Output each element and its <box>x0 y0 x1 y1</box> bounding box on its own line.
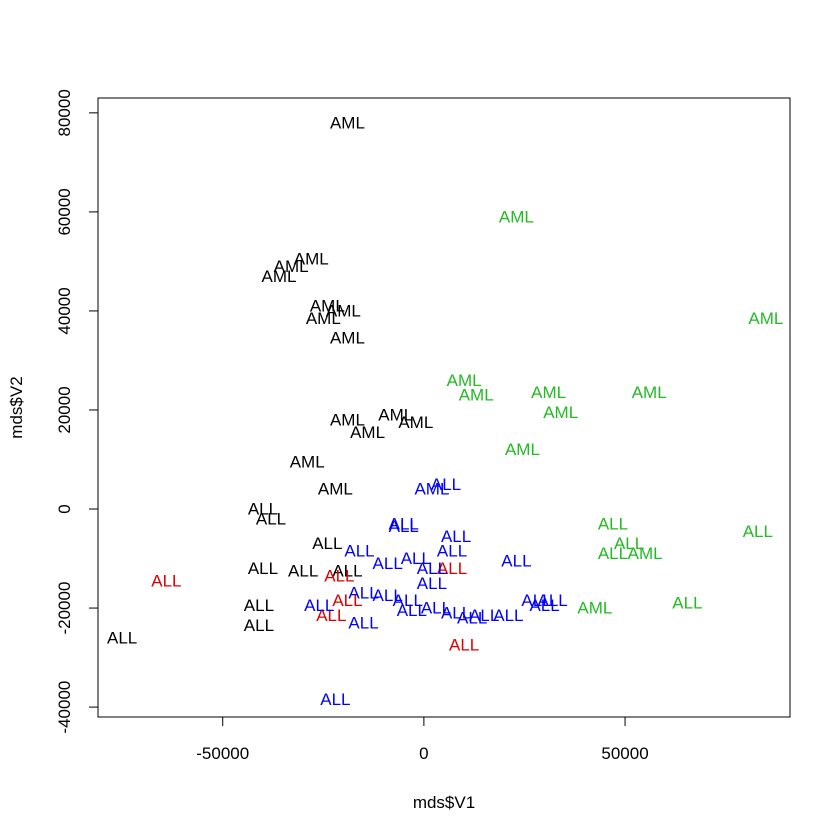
point-label-black: AML <box>330 329 365 348</box>
point-label-blue: AML <box>414 480 449 499</box>
point-label-black: ALL <box>312 534 342 553</box>
point-label-green: AML <box>447 371 482 390</box>
point-label-blue: ALL <box>457 608 487 627</box>
point-label-green: AML <box>543 403 578 422</box>
y-tick-label: -40000 <box>55 681 74 734</box>
point-label-black: AML <box>274 257 309 276</box>
point-label-blue: ALL <box>529 596 559 615</box>
x-tick-label: 50000 <box>601 744 648 763</box>
y-axis-title: mds$V2 <box>7 376 26 438</box>
point-label-blue: ALL <box>373 586 403 605</box>
point-label-green: AML <box>632 383 667 402</box>
point-label-black: ALL <box>244 616 274 635</box>
point-label-green: AML <box>459 386 494 405</box>
point-label-black: AML <box>330 113 365 132</box>
y-tick-label: 20000 <box>55 386 74 433</box>
point-label-green: AML <box>499 207 534 226</box>
point-label-blue: ALL <box>397 601 427 620</box>
point-label-blue: ALL <box>493 606 523 625</box>
point-label-blue: ALL <box>389 514 419 533</box>
point-label-black: AML <box>318 480 353 499</box>
point-label-red: ALL <box>316 606 346 625</box>
point-label-black: ALL <box>248 500 278 519</box>
point-label-black: AML <box>350 423 385 442</box>
point-label-blue: ALL <box>431 475 461 494</box>
x-tick-label: 0 <box>419 744 428 763</box>
point-label-black: ALL <box>288 561 318 580</box>
y-tick-label: 40000 <box>55 287 74 334</box>
point-label-blue: ALL <box>421 599 451 618</box>
point-label-black: AML <box>326 301 361 320</box>
point-label-black: AML <box>262 267 297 286</box>
point-label-black: AML <box>310 296 345 315</box>
point-label-blue: ALL <box>393 591 423 610</box>
point-label-blue: ALL <box>437 542 467 561</box>
point-label-black: AML <box>330 410 365 429</box>
point-label-blue: ALL <box>401 549 431 568</box>
point-label-green: ALL <box>614 534 644 553</box>
point-label-black: AML <box>398 413 433 432</box>
point-label-green: AML <box>531 383 566 402</box>
point-label-blue: ALL <box>373 554 403 573</box>
point-label-blue: ALL <box>441 604 471 623</box>
point-label-black: ALL <box>332 561 362 580</box>
point-label-green: AML <box>628 544 663 563</box>
point-label-green: AML <box>505 440 540 459</box>
point-label-blue: ALL <box>417 559 447 578</box>
point-label-blue: ALL <box>344 542 374 561</box>
point-label-blue: ALL <box>304 596 334 615</box>
point-label-red: ALL <box>332 591 362 610</box>
x-axis: -50000 0 50000 <box>196 716 649 763</box>
point-label-green: AML <box>577 599 612 618</box>
point-label-green: ALL <box>672 594 702 613</box>
point-label-green: ALL <box>598 514 628 533</box>
point-label-green: ALL <box>743 522 773 541</box>
point-label-red: ALL <box>151 571 181 590</box>
point-label-red: ALL <box>324 566 354 585</box>
point-label-black: AML <box>290 452 325 471</box>
point-label-red: ALL <box>437 559 467 578</box>
point-label-blue: ALL <box>469 606 499 625</box>
point-label-black: AML <box>306 309 341 328</box>
point-label-blue: ALL <box>441 527 471 546</box>
point-label-red: ALL <box>449 636 479 655</box>
y-tick-label: 0 <box>55 504 74 513</box>
y-tick-label: -20000 <box>55 582 74 635</box>
point-label-blue: ALL <box>417 574 447 593</box>
point-label-black: AML <box>378 405 413 424</box>
plot-frame <box>97 97 791 718</box>
point-label-black: ALL <box>256 509 286 528</box>
point-label-black: AML <box>294 249 329 268</box>
point-label-green: AML <box>748 309 783 328</box>
y-tick-label: 80000 <box>55 89 74 136</box>
point-label-blue: ALL <box>348 584 378 603</box>
point-label-black: ALL <box>107 628 137 647</box>
y-tick-label: 60000 <box>55 188 74 235</box>
point-label-black: ALL <box>248 559 278 578</box>
point-label-blue: ALL <box>521 591 551 610</box>
x-axis-title: mds$V1 <box>413 793 475 812</box>
point-label-blue: ALL <box>538 591 568 610</box>
point-label-black: ALL <box>244 596 274 615</box>
point-label-blue: ALL <box>348 613 378 632</box>
point-label-blue: ALL <box>320 690 350 709</box>
y-axis: -40000 -20000 0 20000 40000 60000 80000 <box>55 89 99 734</box>
point-label-blue: ALL <box>389 517 419 536</box>
x-tick-label: -50000 <box>196 744 249 763</box>
point-label-blue: ALL <box>501 552 531 571</box>
point-label-green: ALL <box>598 544 628 563</box>
